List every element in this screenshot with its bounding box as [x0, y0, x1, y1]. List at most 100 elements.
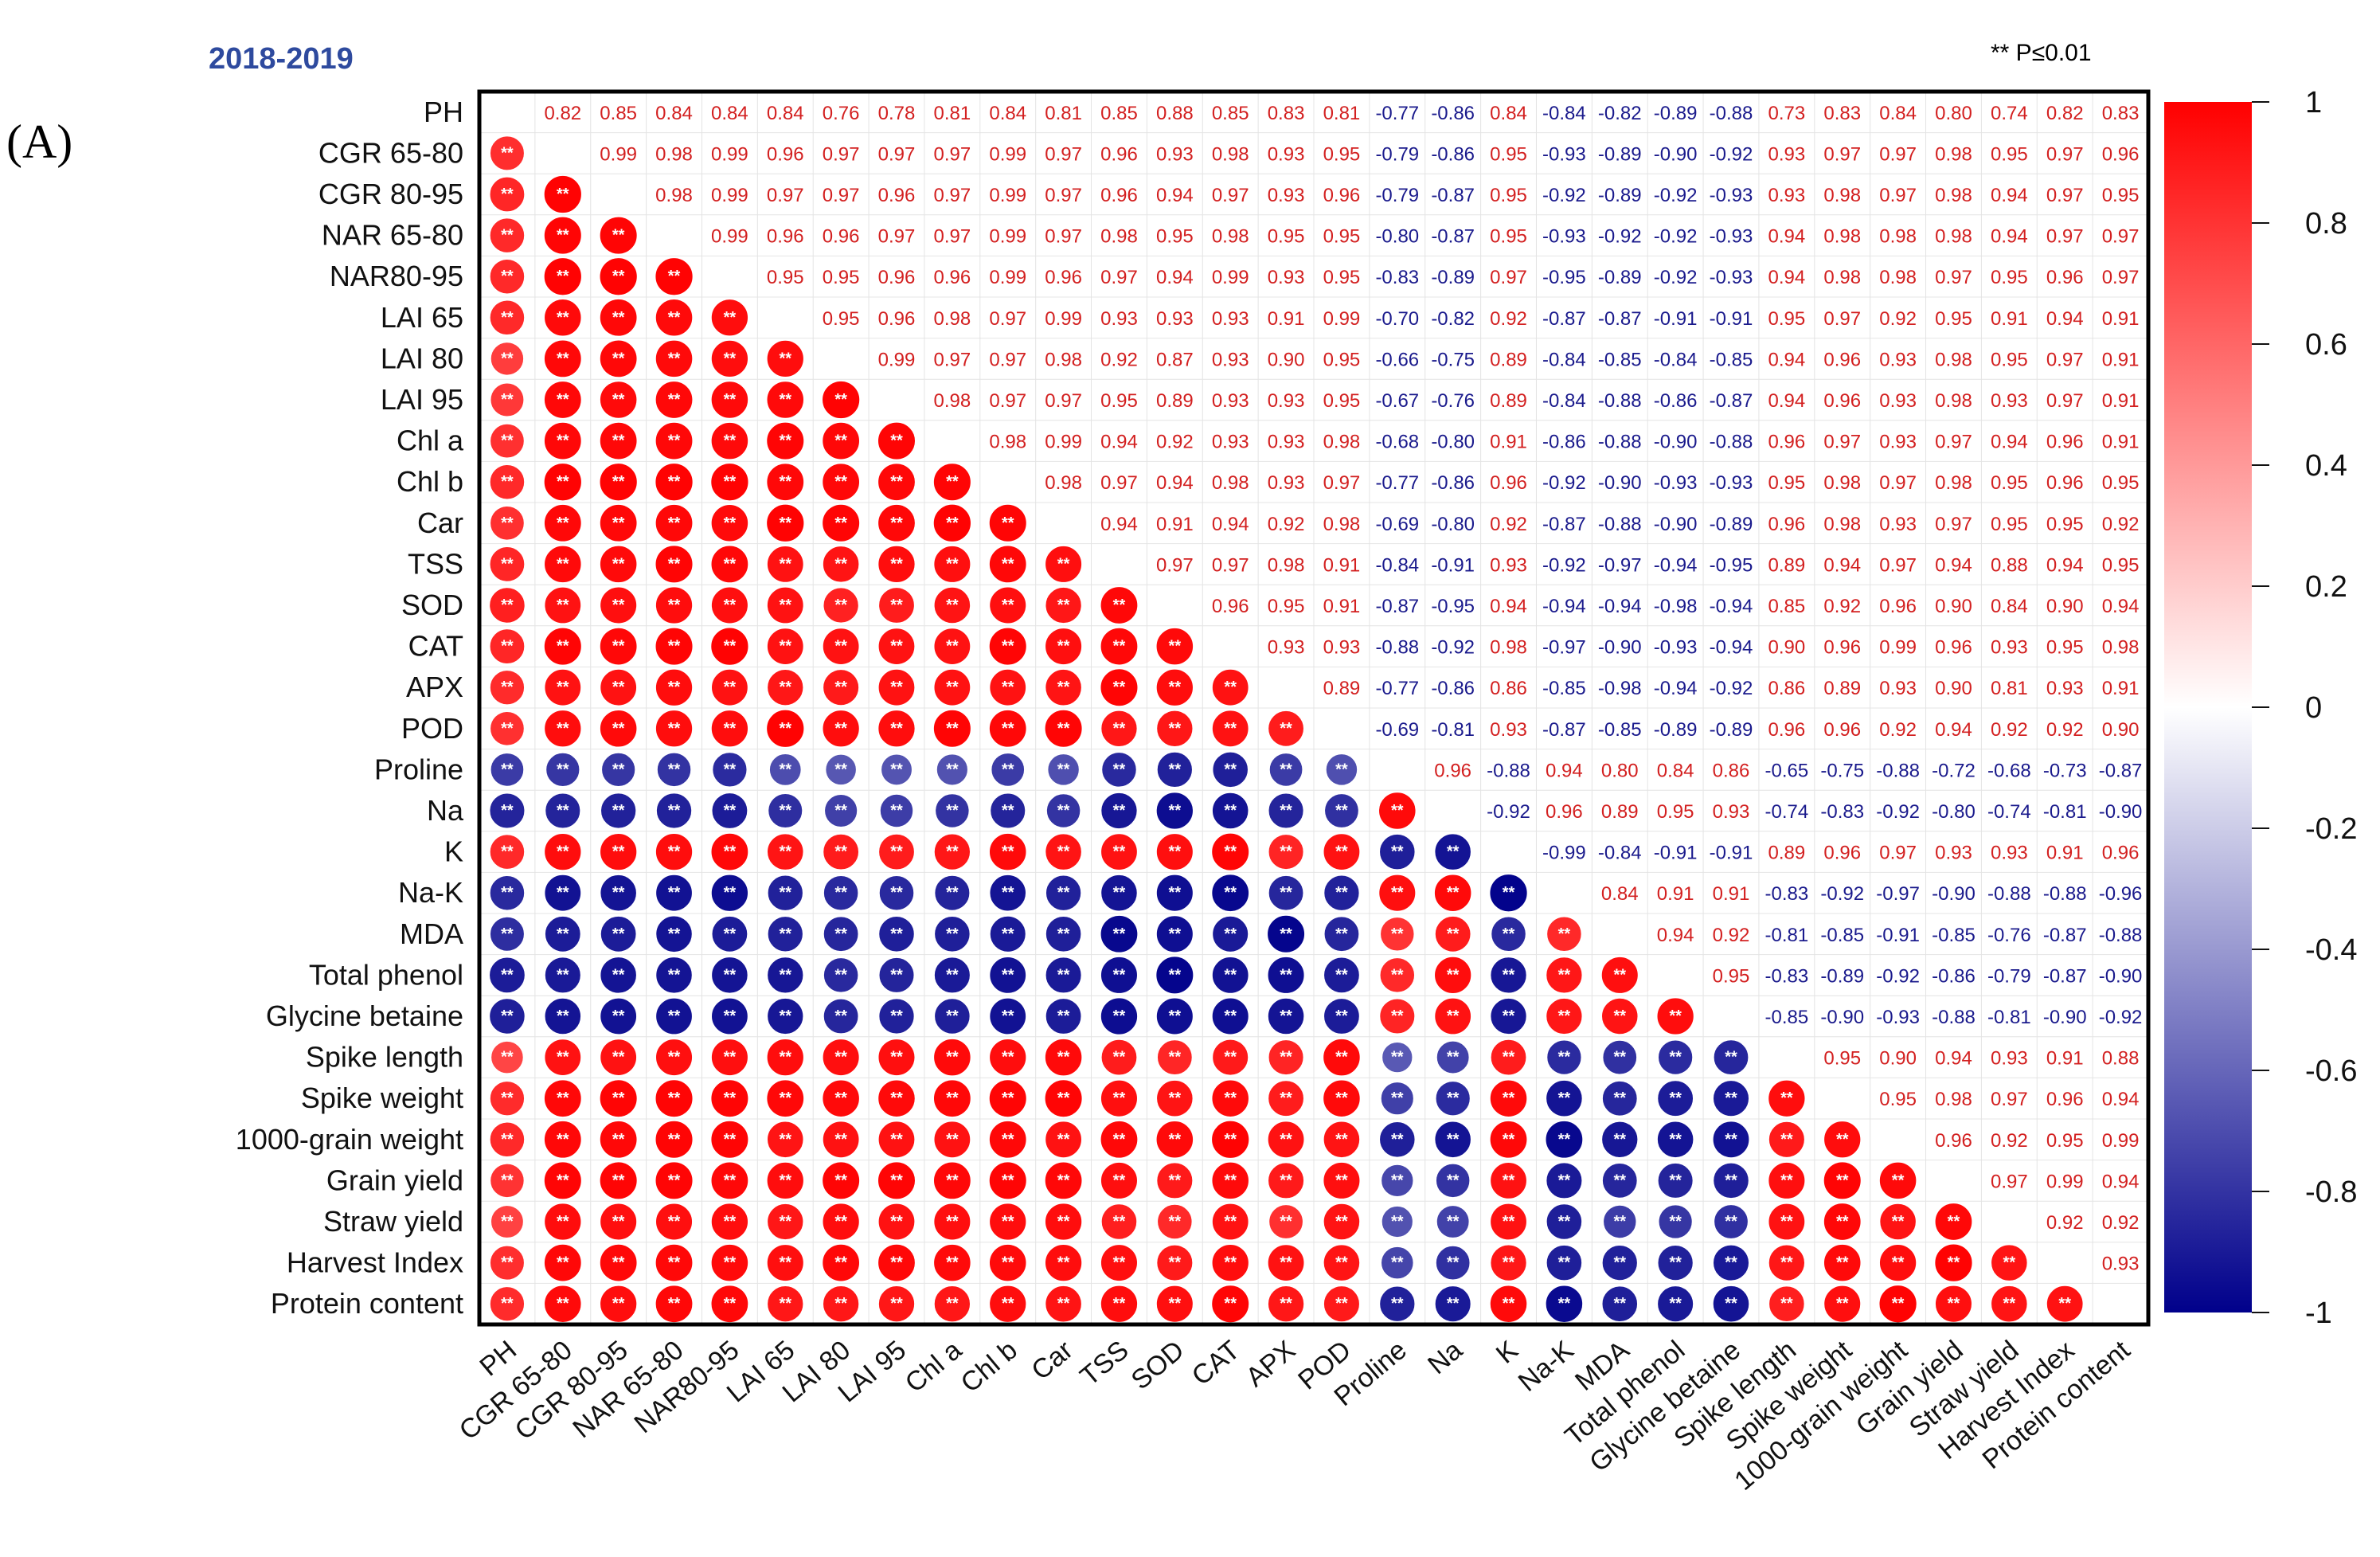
significance-mark: ** — [501, 473, 514, 491]
significance-mark: ** — [1113, 1254, 1126, 1272]
row-label: CAT — [408, 630, 463, 663]
correlation-circle — [1436, 1205, 1470, 1238]
coefficient-label: -0.94 — [1654, 554, 1698, 576]
coefficient-label: -0.81 — [2043, 801, 2087, 823]
correlation-circle — [1267, 1121, 1305, 1159]
significance-mark: ** — [668, 884, 681, 902]
correlation-circle — [989, 1203, 1027, 1241]
coefficient-label: -0.86 — [1431, 143, 1475, 165]
coefficient-label: 0.96 — [2102, 143, 2140, 165]
correlation-circle — [711, 915, 748, 953]
significance-mark: ** — [1669, 1172, 1682, 1189]
correlation-circle — [1600, 956, 1639, 994]
coefficient-label: -0.87 — [2099, 760, 2143, 781]
correlation-circle — [1712, 1080, 1750, 1117]
coefficient-label: 0.96 — [1490, 472, 1527, 494]
coefficient-label: 0.97 — [1991, 1089, 2028, 1110]
correlation-circle — [599, 463, 638, 502]
significance-mark: ** — [1224, 884, 1237, 902]
significance-mark: ** — [779, 473, 791, 491]
significance-mark: ** — [890, 514, 903, 532]
significance-mark: ** — [946, 761, 959, 778]
significance-mark: ** — [1335, 1007, 1348, 1025]
significance-mark: ** — [557, 268, 569, 285]
significance-mark: ** — [1224, 966, 1237, 984]
significance-mark: ** — [724, 309, 737, 327]
significance-mark: ** — [890, 843, 903, 861]
correlation-circle — [655, 915, 693, 953]
coefficient-label: 0.90 — [2046, 596, 2084, 617]
coefficient-label: -0.83 — [1765, 883, 1809, 905]
correlation-circle — [877, 1079, 916, 1117]
coefficient-label: 0.92 — [1156, 432, 1194, 453]
coefficient-label: 0.95 — [1268, 226, 1305, 248]
correlation-circle — [1323, 956, 1360, 994]
correlation-circle — [1434, 956, 1472, 995]
significance-mark: ** — [779, 514, 791, 532]
correlation-circle — [822, 1285, 860, 1323]
correlation-circle — [1100, 1161, 1138, 1199]
coefficient-label: -0.89 — [1598, 267, 1642, 288]
correlation-circle — [988, 832, 1027, 871]
correlation-circle — [1211, 1079, 1249, 1117]
correlation-circle — [1155, 1285, 1194, 1323]
coefficient-label: 0.97 — [989, 349, 1026, 370]
significance-mark: ** — [724, 638, 737, 655]
significance-mark: ** — [1725, 1131, 1737, 1148]
correlation-circle — [599, 298, 638, 337]
coefficient-label: -0.90 — [1820, 1007, 1864, 1028]
significance-mark: ** — [668, 1090, 681, 1107]
significance-mark: ** — [779, 679, 791, 696]
coefficient-label: 0.83 — [1823, 103, 1861, 124]
coefficient-label: 0.95 — [1323, 226, 1361, 248]
significance-mark: ** — [1669, 1254, 1682, 1272]
significance-mark: ** — [1002, 679, 1014, 696]
correlation-circle — [489, 956, 526, 994]
correlation-circle — [544, 874, 582, 912]
significance-mark: ** — [1503, 966, 1515, 984]
significance-mark: ** — [834, 884, 847, 902]
correlation-circle — [988, 1079, 1027, 1118]
coefficient-label: 0.94 — [1768, 390, 1806, 412]
coefficient-label: 0.97 — [934, 143, 971, 165]
coefficient-label: -0.86 — [1431, 472, 1475, 494]
coefficient-label: 0.98 — [1823, 185, 1861, 206]
correlation-circle — [1379, 833, 1416, 870]
significance-mark: ** — [1391, 1254, 1404, 1272]
coefficient-label: 0.93 — [1991, 1048, 2028, 1070]
coefficient-label: -0.86 — [1431, 103, 1475, 124]
correlation-circle — [655, 874, 693, 912]
coefficient-label: -0.88 — [1598, 514, 1642, 535]
coefficient-label: 0.97 — [1045, 185, 1082, 206]
significance-mark: ** — [668, 720, 681, 737]
significance-mark: ** — [890, 802, 903, 820]
coefficient-label: 0.93 — [1100, 308, 1138, 330]
significance-mark: ** — [668, 1049, 681, 1066]
coefficient-label: 0.95 — [1323, 143, 1361, 165]
correlation-circle — [1490, 956, 1527, 994]
coefficient-label: -0.92 — [1542, 554, 1586, 576]
significance-mark: ** — [1725, 1049, 1737, 1066]
significance-mark: ** — [1447, 1049, 1460, 1066]
correlation-circle — [1045, 1285, 1082, 1323]
coefficient-label: -0.98 — [1598, 678, 1642, 699]
correlation-circle — [599, 1120, 638, 1159]
coefficient-label: -0.92 — [1542, 185, 1586, 206]
correlation-circle — [1100, 586, 1139, 624]
coefficient-label: 0.93 — [1879, 678, 1917, 699]
coefficient-label: -0.91 — [1431, 554, 1475, 576]
coefficient-label: 0.98 — [1823, 226, 1861, 248]
colorbar-tick-label: -0.2 — [2305, 812, 2357, 846]
significance-mark: ** — [1725, 1090, 1737, 1107]
significance-mark: ** — [890, 597, 903, 614]
coefficient-label: 0.99 — [989, 226, 1026, 248]
correlation-circle — [1211, 956, 1249, 994]
coefficient-label: -0.90 — [2099, 965, 2143, 987]
significance-mark: ** — [1669, 1049, 1682, 1066]
correlation-circle — [766, 709, 805, 748]
significance-mark: ** — [779, 884, 791, 902]
correlation-circle — [823, 833, 860, 870]
correlation-circle — [822, 503, 861, 542]
significance-mark: ** — [612, 309, 625, 327]
correlation-circle — [878, 956, 915, 993]
